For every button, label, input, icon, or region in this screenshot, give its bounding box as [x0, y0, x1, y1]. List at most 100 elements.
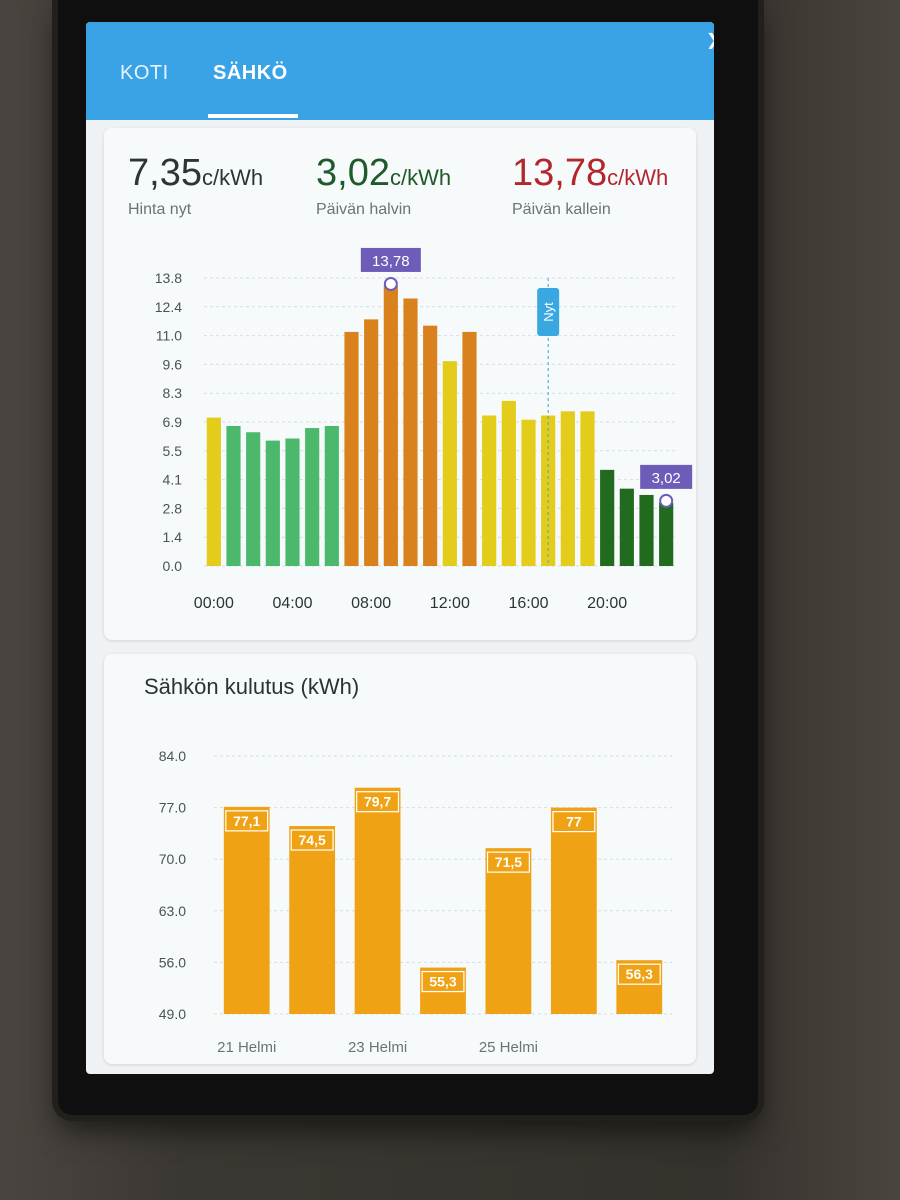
- current-price: 7,35c/kWh Hinta nyt: [128, 152, 263, 219]
- max-price-badge: [360, 247, 421, 272]
- price-bar: [305, 428, 320, 566]
- consumption-label-box: [356, 791, 400, 813]
- cheapest-price-label: Päivän halvin: [316, 201, 412, 218]
- consumption-y-tick: 70.0: [159, 851, 186, 867]
- price-x-tick: 00:00: [194, 595, 234, 612]
- priciest-price-label: Päivän kallein: [512, 201, 611, 218]
- price-bar: [265, 440, 280, 566]
- consumption-data-label: 74,5: [299, 832, 326, 848]
- consumption-data-label: 71,5: [495, 854, 522, 870]
- price-x-tick: 08:00: [351, 595, 391, 612]
- price-bar: [285, 438, 300, 566]
- consumption-label-box: [486, 851, 530, 873]
- current-price-unit: c/kWh: [201, 165, 264, 190]
- cheapest-price-value: 3,02: [316, 152, 390, 194]
- price-y-tick: 9.6: [163, 356, 183, 372]
- consumption-title: Sähkön kulutus (kWh): [144, 674, 360, 699]
- price-bar: [482, 415, 497, 566]
- tab-koti[interactable]: KOTI: [120, 62, 169, 84]
- hourly-price-chart: 0.0 1.4 2.8 4.1 5.5 6.9 8.3 9.6 11.0 12.4 13.8 00:0…: [155, 247, 693, 612]
- priciest-price-unit: c/kWh: [607, 165, 669, 190]
- consumption-label-box: [552, 810, 596, 833]
- price-y-tick: 1.4: [163, 529, 183, 545]
- consumption-bar: [354, 787, 401, 1014]
- max-price-label: 13,78: [372, 253, 410, 270]
- price-bar: [403, 298, 418, 566]
- tab-sahko[interactable]: SÄHKÖ: [213, 62, 288, 84]
- consumption-x-tick: 21 Helmi: [217, 1039, 276, 1056]
- price-bar: [226, 425, 241, 566]
- consumption-bar: [420, 967, 466, 1014]
- consumption-bar: [485, 848, 532, 1014]
- active-tab-indicator: [208, 114, 298, 118]
- consumption-data-label: 56,3: [626, 966, 653, 982]
- price-y-tick: 12.4: [155, 299, 182, 315]
- price-y-tick: 2.8: [163, 500, 183, 516]
- consumption-bar: [289, 826, 336, 1014]
- price-x-tick: 16:00: [508, 595, 548, 612]
- price-bar: [560, 411, 575, 566]
- price-x-tick: 20:00: [587, 595, 627, 612]
- price-bar: [246, 432, 261, 566]
- consumption-y-tick: 49.0: [159, 1006, 186, 1022]
- price-y-tick: 5.5: [163, 443, 183, 459]
- consumption-x-tick: 25 Helmi: [479, 1039, 538, 1056]
- price-y-tick: 8.3: [163, 385, 183, 401]
- chevron-right-icon[interactable]: ❯: [706, 30, 714, 50]
- price-bar: [501, 400, 516, 566]
- consumption-bar: [616, 960, 663, 1014]
- consumption-data-label: 77: [566, 814, 582, 830]
- price-bar: [639, 494, 654, 566]
- price-bar: [344, 331, 359, 566]
- max-price-point: [383, 276, 398, 291]
- consumption-x-tick: 23 Helmi: [348, 1039, 407, 1056]
- now-label: Nyt: [541, 302, 556, 322]
- price-y-tick: 0.0: [163, 558, 183, 574]
- current-price-value: 7,35: [128, 152, 202, 194]
- price-bar: [619, 488, 634, 566]
- price-bar: [659, 502, 674, 566]
- cheapest-price: 3,02c/kWh Päivän halvin: [316, 152, 451, 219]
- price-bar: [364, 319, 379, 566]
- consumption-y-tick: 84.0: [159, 748, 186, 764]
- consumption-data-label: 79,7: [364, 794, 391, 810]
- consumption-y-tick: 56.0: [159, 954, 186, 970]
- current-price-label: Hinta nyt: [128, 201, 192, 218]
- min-price-badge: [640, 464, 693, 489]
- screen: KOTI SÄHKÖ ❯ 7,35c/kWh Hinta nyt 3,02c/k…: [86, 22, 714, 1074]
- top-app-bar: KOTI SÄHKÖ ❯: [86, 22, 714, 120]
- price-bar: [521, 419, 536, 566]
- price-bar: [383, 285, 398, 566]
- price-bar: [462, 331, 477, 566]
- consumption-label-box: [290, 829, 334, 851]
- consumption-label-box: [617, 963, 661, 985]
- price-bar: [423, 325, 438, 566]
- price-card: 7,35c/kWh Hinta nyt 3,02c/kWh Päivän hal…: [104, 128, 696, 640]
- daily-consumption-chart: 49.0 56.0 63.0 70.0 77.0 84.0 77,1 74,5 79,7 55,3…: [159, 748, 672, 1056]
- consumption-label-box: [225, 810, 269, 832]
- min-price-label: 3,02: [652, 470, 681, 487]
- priciest-price-value: 13,78: [512, 152, 608, 194]
- consumption-bar: [550, 807, 597, 1014]
- consumption-y-tick: 77.0: [159, 800, 186, 816]
- price-bar: [442, 361, 457, 566]
- consumption-data-label: 77,1: [233, 813, 260, 829]
- consumption-y-tick: 63.0: [159, 903, 186, 919]
- now-badge: [537, 288, 560, 336]
- min-price-point: [659, 493, 674, 508]
- consumption-bar: [223, 806, 270, 1014]
- price-y-tick: 6.9: [163, 414, 183, 430]
- price-y-tick: 4.1: [163, 472, 183, 488]
- consumption-data-label: 55,3: [429, 974, 456, 990]
- price-y-tick: 11.0: [156, 328, 182, 344]
- price-bar: [600, 469, 615, 566]
- priciest-price: 13,78c/kWh Päivän kallein: [512, 152, 668, 219]
- price-bar: [580, 411, 595, 566]
- consumption-label-box: [421, 970, 465, 993]
- price-x-tick: 12:00: [430, 595, 470, 612]
- price-y-tick: 13.8: [155, 270, 182, 286]
- cheapest-price-unit: c/kWh: [389, 165, 452, 190]
- price-bar: [324, 425, 339, 566]
- price-bar: [206, 417, 221, 566]
- price-x-tick: 04:00: [272, 595, 312, 612]
